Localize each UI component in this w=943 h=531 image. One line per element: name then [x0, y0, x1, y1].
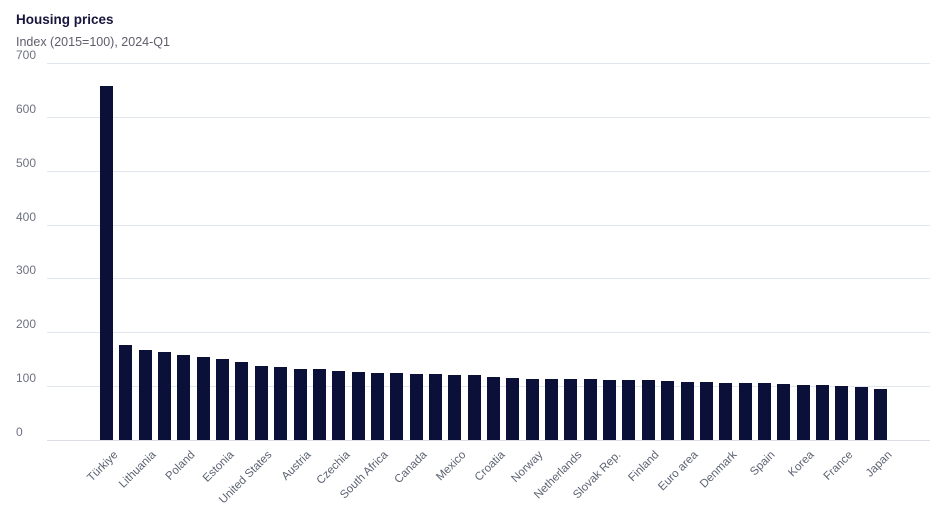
y-tick-label-700: 700	[16, 48, 37, 62]
y-tick-label-200: 200	[16, 317, 37, 332]
bar-croatia[interactable]	[487, 376, 500, 440]
y-tick-label-100: 100	[16, 371, 37, 386]
gridline-0	[47, 440, 930, 441]
bar-unlabeled-3[interactable]	[158, 352, 172, 440]
bar-unlabeled-11[interactable]	[312, 369, 326, 440]
x-label-norway: Norway	[509, 449, 546, 486]
bar-czechia[interactable]	[332, 370, 346, 440]
bar-finland[interactable]	[641, 380, 655, 440]
gridline-600	[47, 116, 930, 118]
x-label-estonia: Estonia	[200, 449, 237, 485]
bar-unlabeled-33[interactable]	[738, 382, 752, 440]
bar-unlabeled-23[interactable]	[545, 378, 559, 440]
chart-title: Housing prices	[16, 12, 114, 27]
bar-unlabeled-9[interactable]	[274, 367, 288, 440]
bar-unlabeled-1[interactable]	[119, 344, 133, 440]
y-tick-label-400: 400	[16, 209, 37, 224]
bar-poland[interactable]	[177, 355, 191, 440]
x-label-t-rkiye: Türkiye	[84, 449, 120, 485]
bar-lithuania[interactable]	[138, 349, 152, 440]
y-tick-label-500: 500	[16, 155, 37, 170]
bar-canada[interactable]	[409, 373, 423, 440]
x-label-spain: Spain	[748, 449, 778, 479]
bar-france[interactable]	[835, 385, 849, 440]
gridline-400	[47, 224, 930, 226]
bar-unlabeled-19[interactable]	[467, 375, 481, 440]
gridline-500	[47, 170, 930, 172]
bar-unlabeled-35[interactable]	[777, 383, 791, 440]
bar-unlabeled-39[interactable]	[854, 387, 868, 440]
chart-subtitle: Index (2015=100), 2024-Q1	[16, 35, 170, 49]
bar-unlabeled-31[interactable]	[699, 382, 713, 440]
x-label-austria: Austria	[279, 449, 314, 483]
bar-unlabeled-13[interactable]	[351, 371, 365, 440]
bar-united-states[interactable]	[254, 366, 268, 440]
x-label-poland: Poland	[163, 449, 198, 483]
bar-unlabeled-37[interactable]	[815, 385, 829, 440]
x-label-croatia: Croatia	[472, 449, 507, 484]
x-label-finland: Finland	[626, 449, 662, 485]
bar-unlabeled-27[interactable]	[622, 379, 636, 440]
x-label-mexico: Mexico	[434, 449, 469, 484]
x-label-korea: Korea	[786, 449, 817, 480]
bar-austria[interactable]	[293, 368, 307, 440]
y-tick-label-0: 0	[16, 425, 23, 439]
bar-norway[interactable]	[525, 378, 539, 440]
bar-euro-area[interactable]	[680, 381, 694, 440]
bar-unlabeled-25[interactable]	[583, 379, 597, 440]
bar-unlabeled-5[interactable]	[196, 356, 210, 440]
bar-spain[interactable]	[757, 383, 771, 440]
bar-estonia[interactable]	[216, 358, 230, 440]
gridline-700	[47, 63, 930, 64]
x-label-canada: Canada	[392, 449, 430, 486]
y-tick-label-600: 600	[16, 101, 37, 116]
bar-unlabeled-21[interactable]	[506, 377, 520, 440]
gridline-300	[47, 278, 930, 280]
bar-mexico[interactable]	[448, 374, 462, 440]
bar-t-rkiye[interactable]	[100, 86, 113, 440]
x-label-lithuania: Lithuania	[117, 449, 159, 491]
bar-unlabeled-17[interactable]	[428, 374, 442, 440]
bar-korea[interactable]	[796, 384, 810, 440]
bar-slovak-rep[interactable]	[603, 379, 617, 440]
x-label-czechia: Czechia	[314, 449, 353, 487]
bar-unlabeled-7[interactable]	[235, 362, 249, 440]
x-label-denmark: Denmark	[697, 449, 740, 491]
y-tick-label-300: 300	[16, 263, 37, 278]
bar-denmark[interactable]	[719, 382, 733, 440]
x-label-euro-area: Euro area	[656, 449, 701, 494]
x-label-france: France	[821, 449, 856, 483]
bar-netherlands[interactable]	[564, 379, 578, 440]
bar-japan[interactable]	[874, 388, 887, 440]
bar-south-africa[interactable]	[370, 372, 384, 440]
x-label-japan: Japan	[863, 449, 894, 480]
bar-unlabeled-29[interactable]	[661, 380, 675, 440]
gridline-200	[47, 332, 930, 334]
bar-unlabeled-15[interactable]	[390, 373, 404, 440]
